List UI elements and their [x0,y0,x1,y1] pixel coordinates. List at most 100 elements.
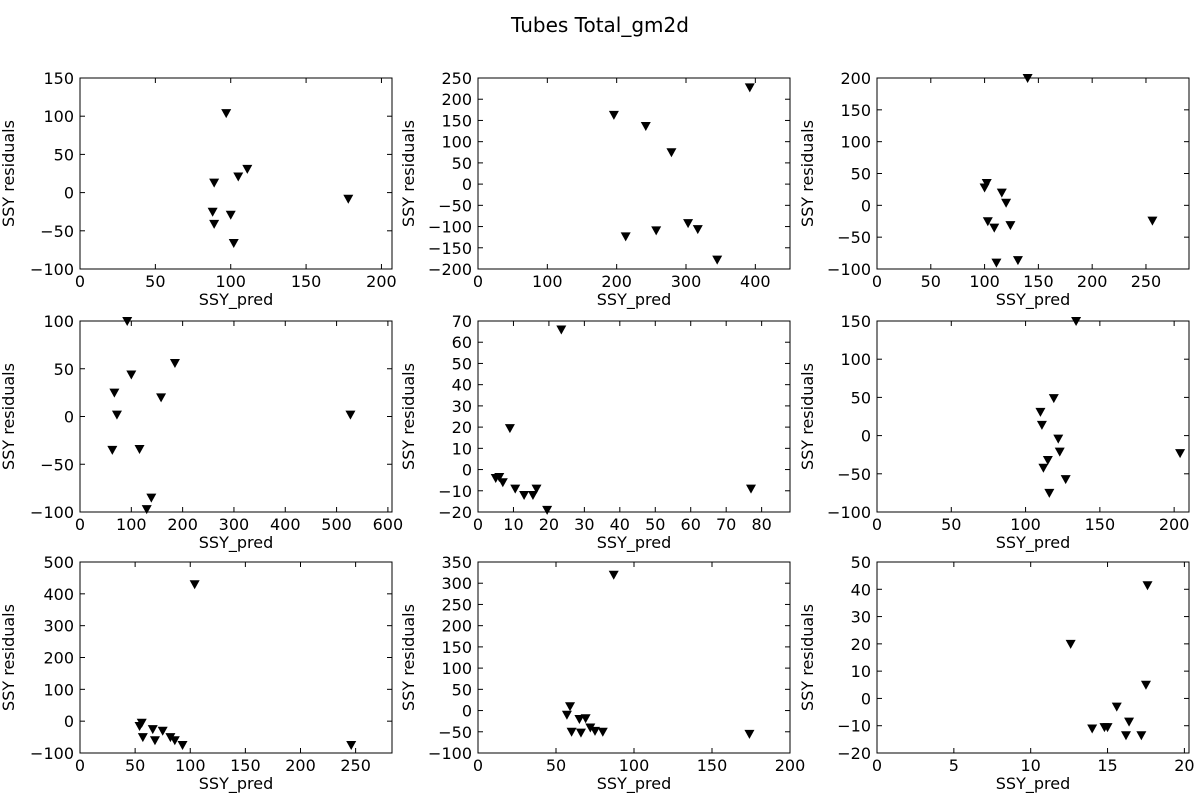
y-tick-label: −50 [837,465,871,484]
y-tick-label: 30 [851,608,871,627]
y-tick-label: 0 [462,175,472,194]
x-tick-label: 0 [872,272,882,291]
y-tick-label: 60 [452,333,472,352]
y-tick-label: −100 [428,218,472,237]
subplot-1: 0 50 100 150 200 −100 −50 0 50 100 150 SSY_pred SSY … [0,69,397,310]
y-axis-label: SSY residuals [0,363,18,470]
figure-title: Tubes Total_gm2d [510,13,689,37]
y-tick-label: 50 [54,360,74,379]
x-tick-label: 0 [75,515,85,534]
y-axis-label: SSY residuals [399,604,418,711]
x-tick-label: 600 [373,515,404,534]
data-point [1038,463,1049,473]
plot-frame [876,77,1190,270]
subplot-9: 0 5 10 15 20 −20 −10 0 10 20 30 40 50 SSY_pred SSY res… [798,553,1195,794]
data-point [744,83,755,93]
data-point [169,359,180,369]
y-tick-label: 250 [441,69,472,88]
data-point [590,726,600,736]
plot-frame [876,320,1190,513]
data-point [585,723,596,733]
data-point [109,388,120,398]
data-point [147,725,158,735]
data-point [566,727,577,737]
data-point [497,478,508,488]
data-point [165,733,176,743]
data-point [989,223,1000,233]
x-axis-label: SSY_pred [597,533,671,553]
x-tick-label: 50 [941,515,961,534]
data-point [746,484,756,494]
plot-frame [79,561,393,754]
x-axis-label: SSY_pred [996,774,1070,794]
y-tick-label: 150 [441,638,472,657]
x-tick-label: 100 [215,272,246,291]
y-tick-label: 0 [861,427,871,446]
data-point [107,445,118,455]
data-point [608,110,619,120]
x-tick-label: 50 [546,756,566,775]
x-tick-label: 50 [125,756,145,775]
data-point [228,239,239,249]
x-axis-label: SSY_pred [597,290,671,310]
data-point [519,491,530,501]
y-tick-label: 10 [452,439,472,458]
data-point [1035,407,1046,417]
x-tick-label: 200 [366,272,397,291]
data-point [527,491,538,501]
data-point [597,727,608,737]
data-point [1124,717,1135,727]
y-tick-label: −100 [428,744,472,763]
x-tick-label: 60 [681,515,701,534]
data-point [744,729,755,739]
data-point [494,472,505,482]
data-point [561,710,572,720]
data-point [510,484,521,494]
y-tick-label: −100 [30,744,74,763]
y-tick-label: −100 [827,260,871,279]
y-tick-label: −20 [837,744,871,763]
data-point [134,444,145,454]
subplot-4: 0 100 200 300 400 500 600 −100 −50 0 50 100 SSY_pred… [0,312,403,553]
data-point [1140,680,1151,690]
data-point [1060,475,1071,485]
data-point [712,255,723,265]
y-tick-label: 100 [840,133,871,152]
y-tick-label: 50 [54,145,74,164]
x-tick-label: 200 [167,515,198,534]
y-tick-label: 50 [452,680,472,699]
y-tick-label: 20 [452,418,472,437]
x-tick-label: 150 [1085,515,1116,534]
data-point [1001,198,1012,208]
y-tick-label: 30 [452,397,472,416]
x-tick-label: 300 [219,515,250,534]
y-tick-label: 300 [43,617,74,636]
data-point [1005,221,1016,231]
data-point [1142,581,1153,591]
data-point [1136,731,1147,741]
data-point [651,226,662,236]
x-tick-label: 50 [145,272,165,291]
data-point [189,580,200,590]
subplot-grid: 0 50 100 150 200−100−50050100150SSY_predSSY … [0,69,1195,794]
x-tick-label: 250 [1131,272,1162,291]
y-tick-label: 100 [43,107,74,126]
y-tick-label: 200 [840,69,871,88]
x-axis-label: SSY_pred [199,774,273,794]
y-tick-label: 350 [441,553,472,572]
y-tick-label: −200 [428,260,472,279]
data-point [683,219,694,229]
data-point [1022,74,1033,83]
data-point [1071,317,1082,326]
y-tick-label: 40 [452,376,472,395]
y-tick-label: −50 [438,196,472,215]
data-point [979,183,990,193]
x-tick-label: 200 [775,756,806,775]
y-tick-label: 50 [851,388,871,407]
data-point [346,741,357,751]
x-tick-label: 300 [671,272,702,291]
y-tick-label: 200 [441,617,472,636]
data-point [111,410,122,420]
x-tick-label: 200 [601,272,632,291]
y-tick-label: 150 [441,111,472,130]
